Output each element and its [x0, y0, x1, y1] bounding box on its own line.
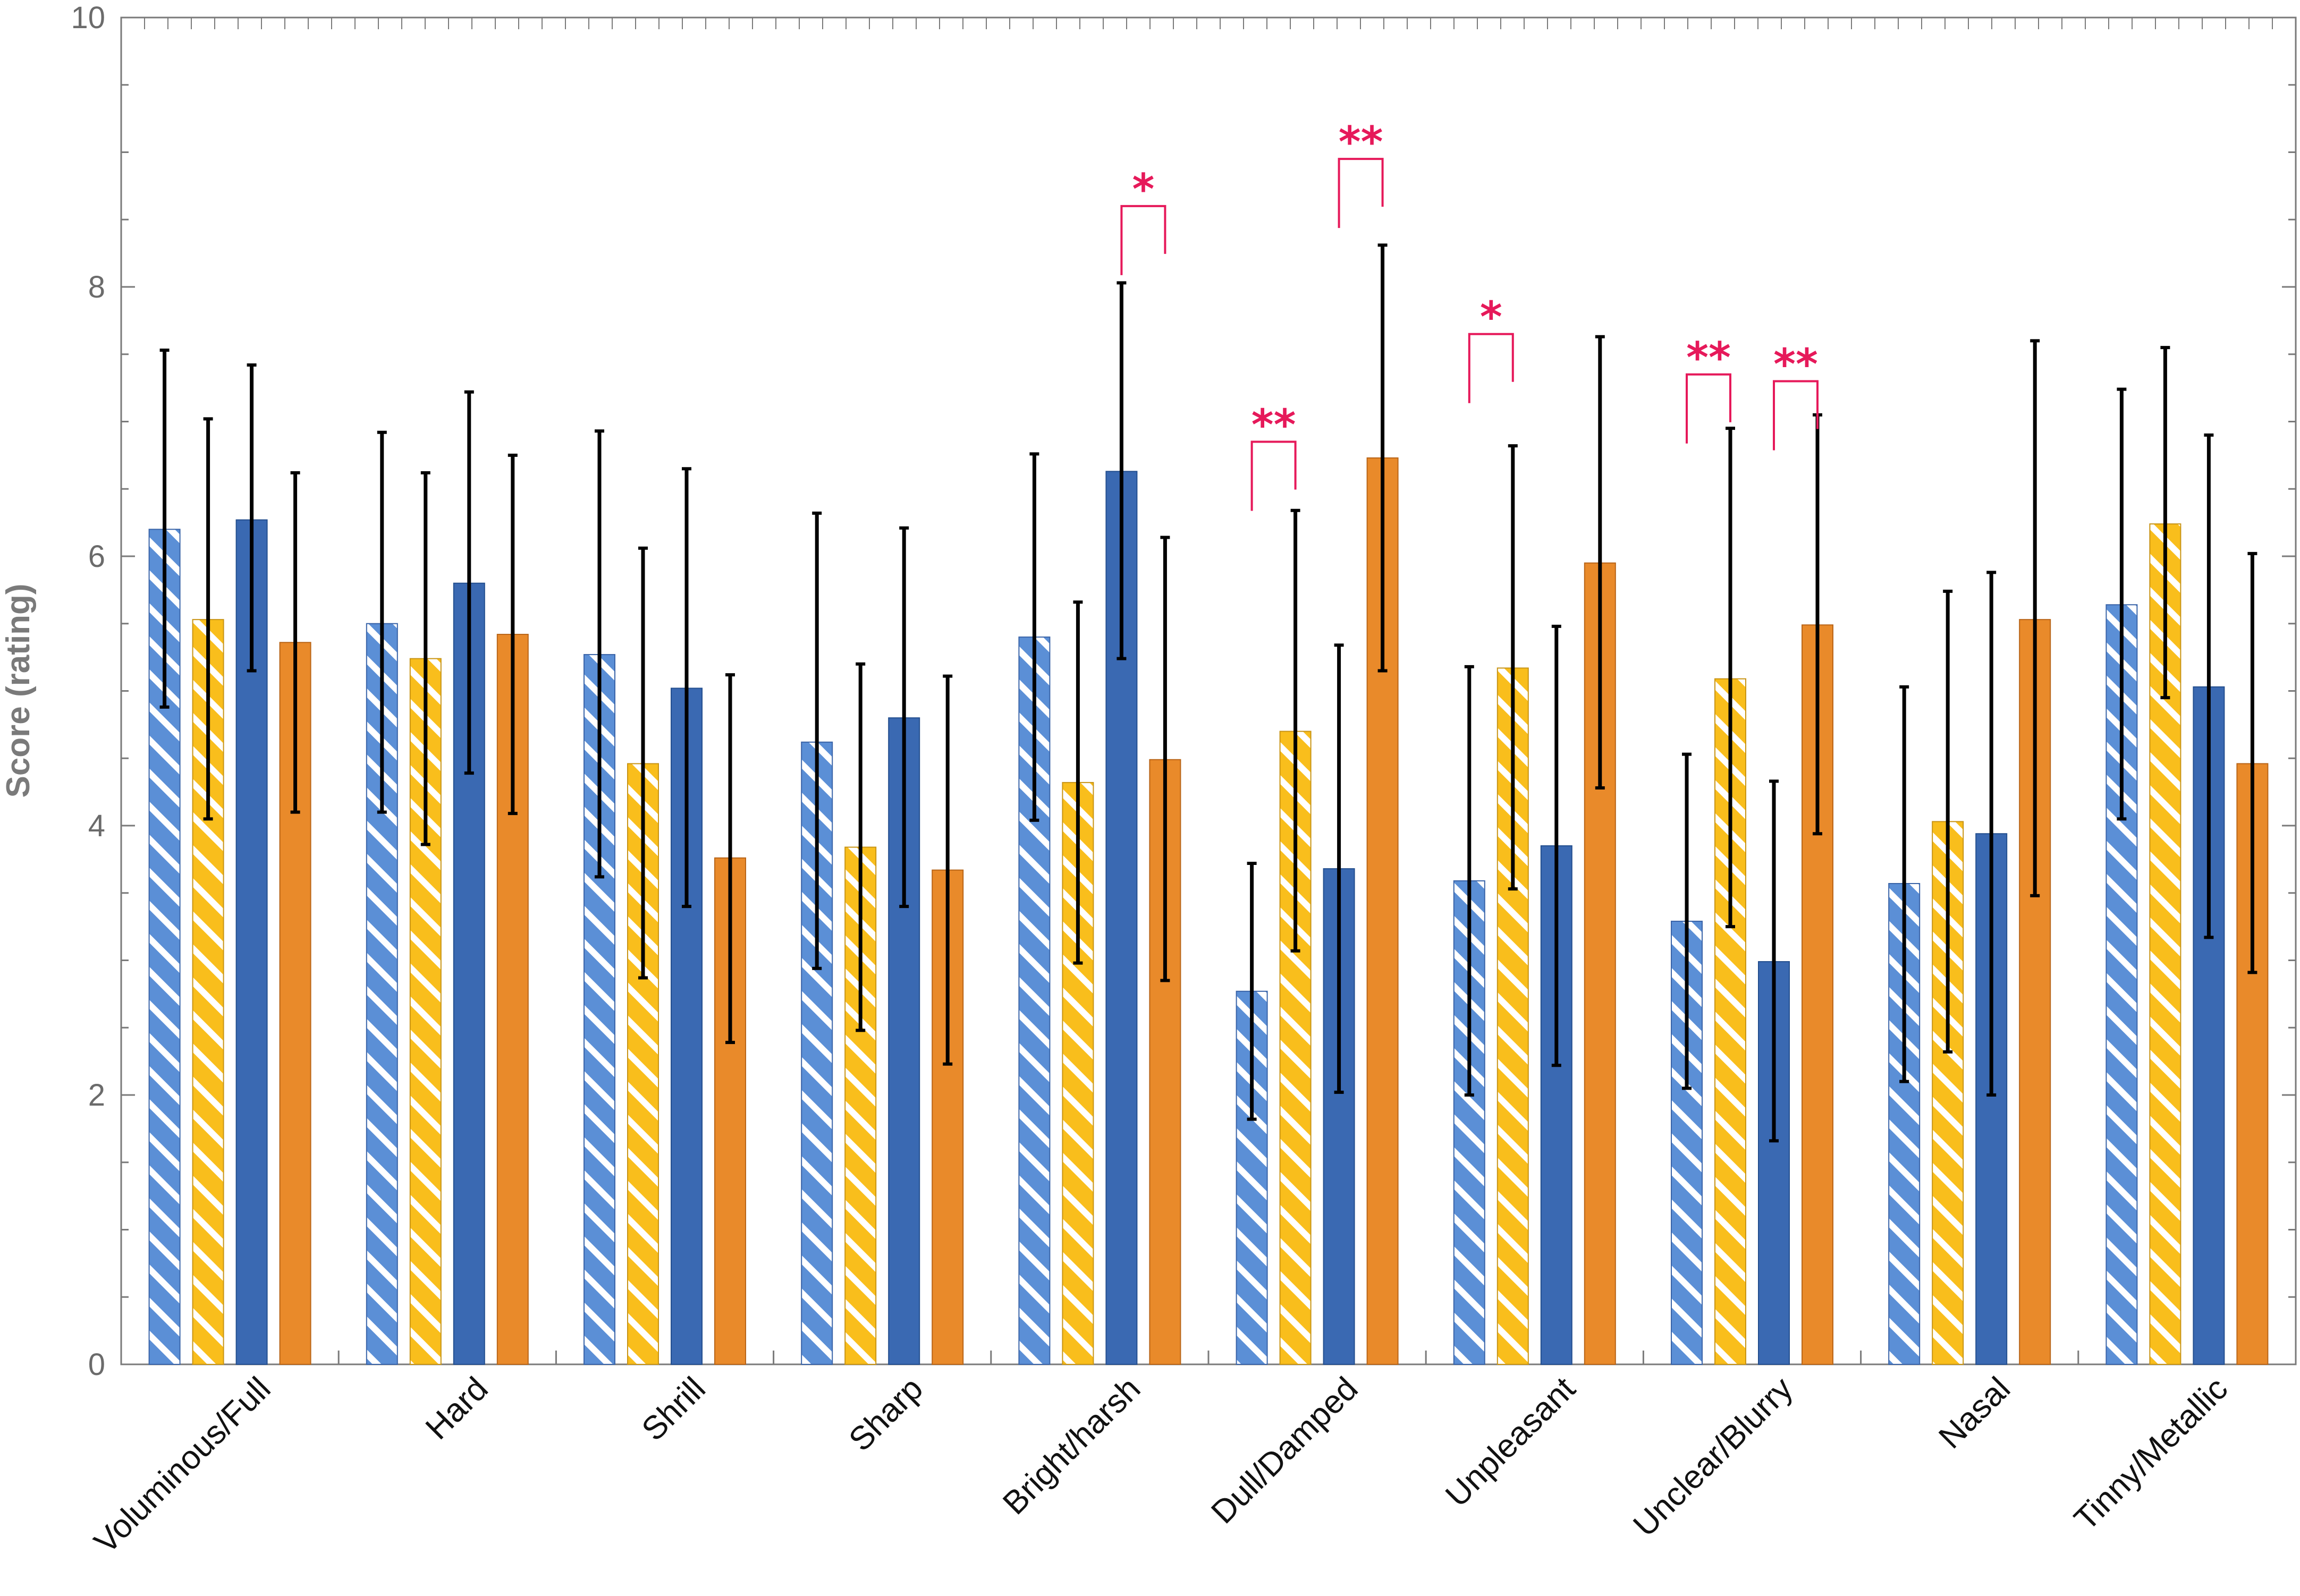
- category-label: Sharp: [842, 1370, 930, 1458]
- bar: [1758, 961, 1790, 1365]
- y-tick-label: 6: [88, 539, 105, 574]
- bars: [148, 457, 2269, 1365]
- significance-markers: ******** **: [1120, 117, 1819, 511]
- significance-bracket: [1338, 158, 1384, 228]
- category-label: Unpleasant: [1439, 1370, 1583, 1514]
- y-axis: 0 2 4 6 8 10: [71, 1, 2296, 1382]
- category-label: Nasal: [1932, 1370, 2017, 1456]
- y-axis-label: Score (rating): [0, 583, 37, 797]
- significance-label: **: [1773, 339, 1818, 389]
- significance-label: *: [1132, 165, 1154, 214]
- category-label: Voluminous/Full: [87, 1370, 277, 1560]
- category-label: Tinny/Metallic: [2067, 1370, 2235, 1538]
- error-bars: [159, 243, 2257, 1143]
- y-tick-label: 4: [88, 809, 105, 843]
- category-label: Dull/Damped: [1204, 1370, 1365, 1531]
- significance-bracket: [1120, 205, 1166, 275]
- significance-label: *: [1480, 293, 1502, 342]
- category-label: Unclear/Blurry: [1626, 1370, 1800, 1544]
- significance-label: **: [1686, 333, 1731, 383]
- bar: [584, 654, 615, 1365]
- significance-bracket: [1250, 440, 1297, 511]
- y-tick-label: 8: [88, 270, 105, 304]
- plot-frame: [120, 16, 2297, 1365]
- significance-label: **: [1339, 117, 1383, 167]
- significance-bracket: [1468, 333, 1514, 403]
- category-label: Hard: [419, 1370, 495, 1447]
- y-tick-label: 10: [71, 1, 105, 35]
- category-label: Shrill: [635, 1370, 713, 1448]
- significance-label: **: [1252, 401, 1296, 450]
- significance-bracket: [1686, 373, 1731, 444]
- y-tick-label: 0: [88, 1347, 105, 1382]
- y-tick-label: 2: [88, 1078, 105, 1113]
- significance-bracket: [1773, 380, 1819, 451]
- category-label: Bright/harsh: [996, 1370, 1147, 1522]
